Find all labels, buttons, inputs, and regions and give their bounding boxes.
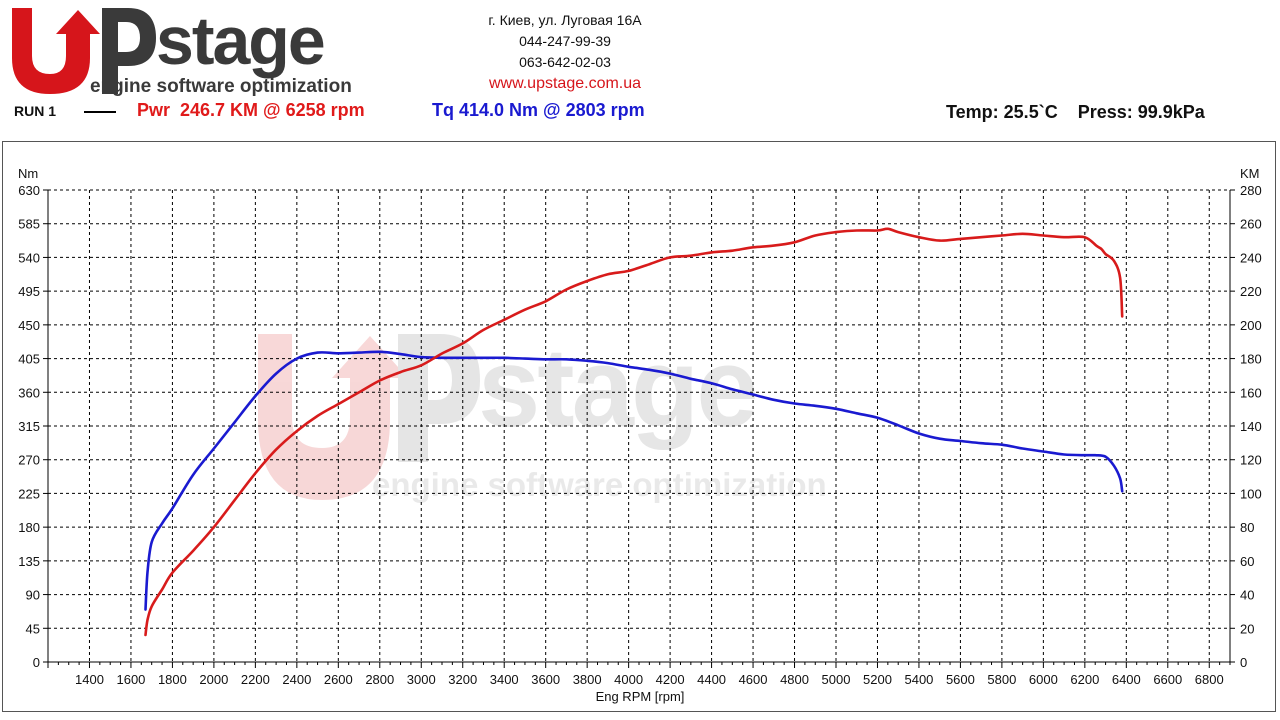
x-tick-label: 2400: [282, 672, 311, 687]
torque-summary: Tq 414.0 Nm @ 2803 rpm: [432, 100, 645, 120]
x-tick-label: 2600: [324, 672, 353, 687]
torque-curve: [144, 350, 1124, 611]
right-tick-label: 120: [1240, 453, 1262, 468]
right-tick-label: 280: [1240, 183, 1262, 198]
right-tick-label: 160: [1240, 385, 1262, 400]
right-axis-label: KM: [1240, 166, 1260, 181]
x-axis-ticks: 1400 1600 1800 2000 2200 2400 2600 2800 3000 3200…: [75, 672, 1224, 687]
power-curve: [144, 227, 1124, 637]
series-layer: [144, 227, 1124, 637]
x-tick-label: 2000: [199, 672, 228, 687]
plot-border: [47, 190, 1231, 668]
x-tick-label: 4400: [697, 672, 726, 687]
conditions-summary: Temp: 25.5`C Press: 99.9kPa: [946, 102, 1205, 122]
x-tick-label: 5400: [904, 672, 933, 687]
right-tick-label: 80: [1240, 520, 1254, 535]
x-tick-label: 5200: [863, 672, 892, 687]
right-tick-label: 0: [1240, 655, 1247, 670]
x-tick-label: 3400: [490, 672, 519, 687]
x-tick-label: 4200: [656, 672, 685, 687]
left-axis-ticks: 0 45 90 135 180 225 270 315 360 405 450 495 540 585 63…: [18, 183, 48, 670]
left-tick-label: 540: [18, 250, 40, 265]
left-tick-label: 90: [26, 588, 40, 603]
x-tick-label: 6200: [1070, 672, 1099, 687]
right-tick-label: 60: [1240, 554, 1254, 569]
power-summary: Pwr 246.7 KM @ 6258 rpm: [137, 100, 365, 120]
left-tick-label: 315: [18, 419, 40, 434]
left-tick-label: 405: [18, 352, 40, 367]
x-tick-label: 5000: [822, 672, 851, 687]
upstage-logo: stage engine software optimization: [6, 3, 406, 98]
x-tick-label: 6800: [1195, 672, 1224, 687]
watermark: stage engine software optimization: [258, 325, 827, 503]
x-tick-label: 4800: [780, 672, 809, 687]
grid-lines: [48, 189, 1230, 662]
left-tick-label: 180: [18, 520, 40, 535]
right-axis-ticks: 0 20 40 60 80 100 120 140 160 180 200 220 240 260 280: [1230, 183, 1262, 670]
x-tick-label: 5600: [946, 672, 975, 687]
watermark-tagline: engine software optimization: [372, 466, 827, 503]
x-tick-label: 1800: [158, 672, 187, 687]
x-tick-label: 6600: [1153, 672, 1182, 687]
x-tick-label: 1400: [75, 672, 104, 687]
left-tick-label: 360: [18, 385, 40, 400]
right-tick-label: 220: [1240, 284, 1262, 299]
right-tick-label: 140: [1240, 419, 1262, 434]
x-tick-label: 3800: [573, 672, 602, 687]
phone-2: 063-642-02-03: [519, 54, 611, 70]
x-tick-label: 4000: [614, 672, 643, 687]
left-tick-label: 630: [18, 183, 40, 198]
left-tick-label: 225: [18, 486, 40, 501]
website-link[interactable]: www.upstage.com.ua: [488, 75, 642, 92]
right-tick-label: 20: [1240, 621, 1254, 636]
run-line-swatch: [84, 111, 116, 113]
x-axis-label: Eng RPM [rpm]: [596, 689, 685, 704]
logo-wordmark: stage: [156, 4, 324, 79]
x-tick-label: 3000: [407, 672, 436, 687]
left-tick-label: 0: [33, 655, 40, 670]
run-summary-bar: RUN 1 Pwr 246.7 KM @ 6258 rpm Tq 414.0 N…: [0, 100, 1280, 130]
run-label: RUN 1: [14, 103, 57, 119]
left-tick-label: 135: [18, 554, 40, 569]
x-tick-label: 4600: [739, 672, 768, 687]
left-tick-label: 495: [18, 284, 40, 299]
chart-frame: [2, 141, 1276, 712]
contact-block: г. Киев, ул. Луговая 16А 044-247-99-39 0…: [440, 10, 690, 94]
right-tick-label: 100: [1240, 486, 1262, 501]
left-tick-label: 270: [18, 453, 40, 468]
right-tick-label: 40: [1240, 588, 1254, 603]
x-tick-label: 1600: [116, 672, 145, 687]
left-axis-label: Nm: [18, 166, 38, 181]
x-tick-label: 2800: [365, 672, 394, 687]
right-tick-label: 260: [1240, 217, 1262, 232]
watermark-wordmark: stage: [478, 325, 756, 450]
x-tick-label: 3600: [531, 672, 560, 687]
x-tick-label: 6400: [1112, 672, 1141, 687]
left-tick-label: 450: [18, 318, 40, 333]
right-tick-label: 200: [1240, 318, 1262, 333]
address-text: г. Киев, ул. Луговая 16А: [488, 12, 642, 28]
x-tick-label: 5800: [987, 672, 1016, 687]
x-tick-label: 2200: [241, 672, 270, 687]
right-tick-label: 180: [1240, 352, 1262, 367]
logo-tagline: engine software optimization: [90, 76, 352, 97]
x-tick-label: 6000: [1029, 672, 1058, 687]
left-tick-label: 585: [18, 217, 40, 232]
right-tick-label: 240: [1240, 250, 1262, 265]
x-tick-label: 3200: [448, 672, 477, 687]
phone-1: 044-247-99-39: [519, 33, 611, 49]
left-tick-label: 45: [26, 621, 40, 636]
